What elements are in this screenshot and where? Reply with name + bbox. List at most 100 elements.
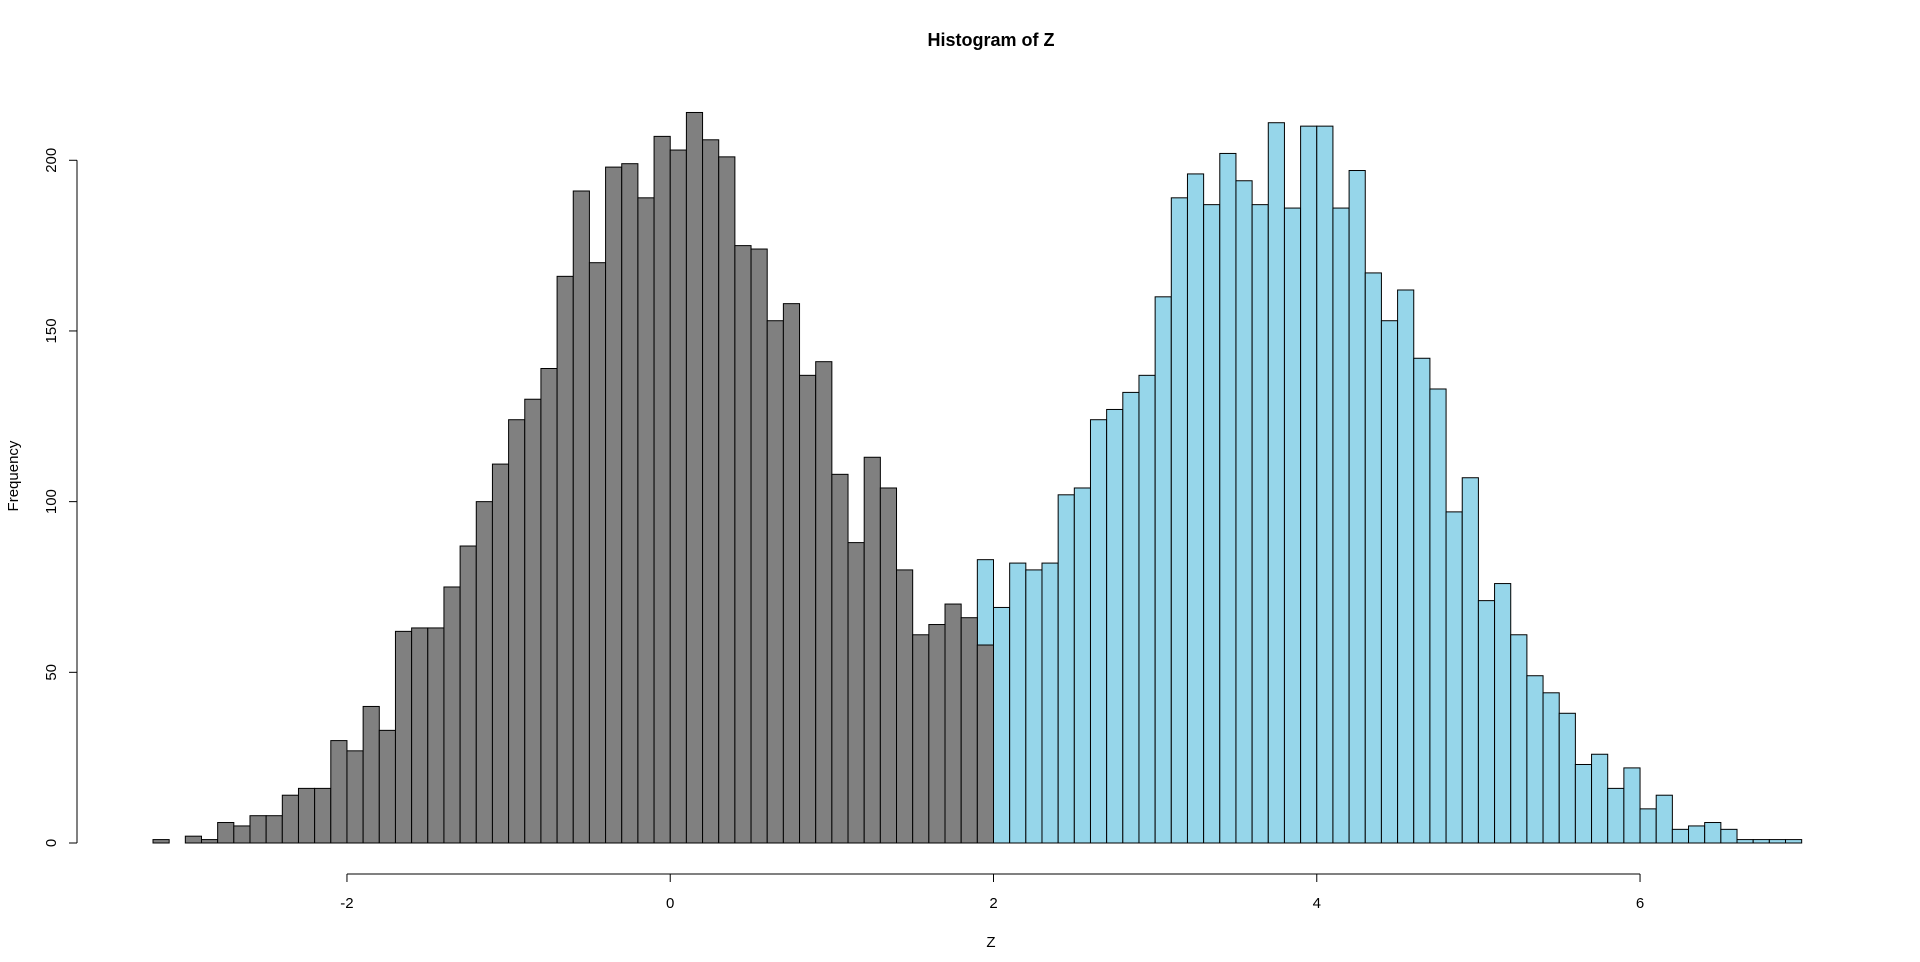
y-tick-label: 200 <box>43 148 60 173</box>
bar <box>1364 272 1382 844</box>
chart-title: Histogram of Z <box>927 30 1054 50</box>
bar <box>1316 125 1334 844</box>
x-tick-label: -2 <box>340 895 353 912</box>
bar <box>1607 787 1625 844</box>
bar <box>1785 839 1803 844</box>
y-tick-label: 0 <box>43 839 60 847</box>
bar <box>1591 753 1609 844</box>
bar <box>572 190 590 844</box>
bar <box>637 197 655 844</box>
x-tick-label: 2 <box>989 895 997 912</box>
bar <box>1429 388 1447 844</box>
bar <box>378 729 396 844</box>
bar <box>1186 173 1205 844</box>
bar <box>1623 767 1641 844</box>
bar <box>960 617 978 844</box>
bar <box>750 248 768 844</box>
bar <box>394 630 413 844</box>
bar <box>1041 562 1059 844</box>
bar <box>896 569 914 844</box>
bar <box>265 815 283 844</box>
bar <box>1704 822 1722 844</box>
bar <box>1397 289 1415 844</box>
bar <box>1510 634 1528 844</box>
bar <box>1170 197 1188 844</box>
bar <box>1089 419 1108 844</box>
x-tick-label: 4 <box>1313 895 1321 912</box>
bar <box>1736 839 1754 844</box>
bar <box>944 603 962 844</box>
bar <box>1494 583 1512 844</box>
bar <box>540 368 558 844</box>
bar <box>685 111 704 844</box>
bar <box>1768 839 1787 844</box>
bar <box>588 262 607 844</box>
bar <box>1154 296 1172 844</box>
x-tick-label: 6 <box>1636 895 1644 912</box>
bar <box>1009 562 1027 844</box>
bar <box>233 825 251 844</box>
bar <box>1283 207 1302 844</box>
bar <box>1445 511 1463 844</box>
bar <box>346 750 364 844</box>
bar <box>459 545 477 844</box>
bar <box>1720 828 1738 844</box>
bar <box>669 149 687 844</box>
bar <box>314 787 332 844</box>
bar <box>1122 391 1140 844</box>
y-tick-label: 150 <box>43 318 60 343</box>
bar <box>621 163 639 844</box>
bar <box>718 156 736 844</box>
bar <box>1671 828 1690 844</box>
bar <box>734 245 752 844</box>
bar <box>362 705 380 844</box>
bar <box>1267 122 1285 844</box>
bar <box>782 303 801 844</box>
bar <box>1300 125 1318 844</box>
bar <box>879 487 898 844</box>
bar <box>1461 477 1479 844</box>
bar <box>912 634 930 844</box>
bar <box>1219 152 1237 844</box>
bar <box>702 139 720 844</box>
bar <box>508 419 526 844</box>
bar <box>1688 825 1706 844</box>
bar <box>200 839 219 844</box>
bar <box>1251 204 1269 844</box>
bar <box>605 166 623 844</box>
y-tick-label: 50 <box>43 664 60 681</box>
bar <box>556 275 574 844</box>
bar <box>831 473 849 844</box>
bar <box>1413 357 1431 844</box>
bar <box>1526 675 1544 844</box>
bar <box>766 320 784 844</box>
bar <box>491 463 510 844</box>
bar <box>411 627 429 844</box>
bar <box>152 839 170 844</box>
bar <box>1348 170 1366 844</box>
bar <box>524 398 542 844</box>
x-axis-label: Z <box>986 934 995 951</box>
bar <box>653 135 671 844</box>
bar <box>184 835 202 844</box>
bar <box>1639 808 1657 844</box>
bar <box>1057 494 1075 844</box>
bar <box>1574 763 1593 844</box>
bar <box>993 606 1011 844</box>
bar <box>330 740 348 844</box>
bar <box>217 822 235 844</box>
bar <box>249 815 267 844</box>
bar <box>1752 839 1770 844</box>
bar <box>1542 692 1560 844</box>
bar <box>443 586 461 844</box>
bar <box>799 374 817 844</box>
bar <box>1025 569 1043 844</box>
bar <box>1073 487 1091 844</box>
bar <box>427 627 445 844</box>
bar <box>1203 204 1221 844</box>
bar <box>475 501 493 844</box>
bar <box>815 361 833 844</box>
bar <box>281 794 299 844</box>
